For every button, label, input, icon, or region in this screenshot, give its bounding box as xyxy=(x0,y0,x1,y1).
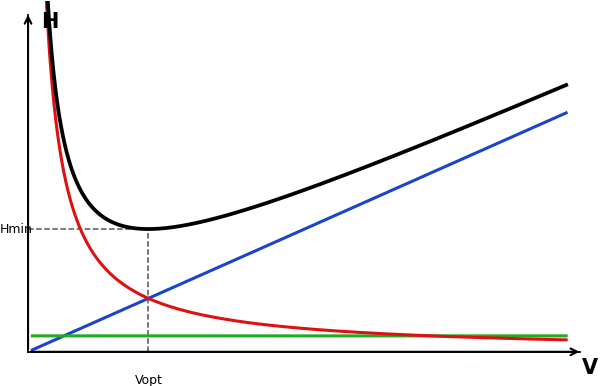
Text: Hmin: Hmin xyxy=(0,222,33,235)
Text: H: H xyxy=(42,12,59,32)
Text: V: V xyxy=(582,358,598,378)
Text: Vopt: Vopt xyxy=(134,374,163,386)
